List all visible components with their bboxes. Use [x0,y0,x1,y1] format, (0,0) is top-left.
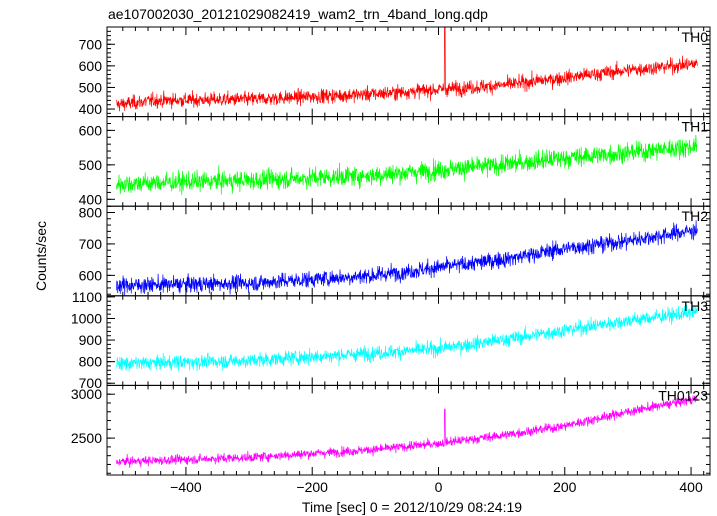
panel-frame [106,295,711,386]
band-label-th2: TH2 [682,208,709,224]
band-label-th1: TH1 [682,119,709,135]
series-line-th1 [116,134,698,196]
y-tick-label: 800 [79,354,103,370]
panel-th3: 700 800 900 1000 1100 TH3 [71,289,711,391]
band-label-th0123: TH0123 [658,387,708,403]
panel-th2: 600 700 800 TH2 [79,204,711,297]
x-tick-label: 0 [435,479,443,495]
y-tick-label: 600 [79,267,103,283]
y-tick-label: 800 [79,204,103,220]
y-tick-label: 600 [79,58,103,74]
y-axis-label: Counts/sec [33,221,49,291]
y-tick-label: 400 [79,101,103,117]
y-tick-label: 500 [79,79,103,95]
panel-th0123: 2500 3000 TH0123 [71,384,711,476]
panel-frame [106,384,711,476]
band-label-th0: TH0 [682,29,709,45]
panel-frame [106,205,711,297]
y-tick-label: 600 [79,122,103,138]
x-tick-label: −400 [170,479,202,495]
panels-group: 400 500 600 700 TH0 400 500 600 TH1 600 700 800 TH2 7… [71,26,711,495]
panel-th0: 400 500 600 700 TH0 [79,26,711,118]
y-tick-label: 1100 [72,289,102,305]
x-axis-label: Time [sec] 0 = 2012/10/29 08:24:19 [302,499,522,515]
series-line-th0123 [116,395,698,468]
panel-frame [106,116,711,207]
y-tick-label: 2500 [71,430,102,446]
y-tick-label: 400 [79,191,103,207]
series-line-th3 [116,304,698,372]
y-tick-label: 1000 [71,310,102,326]
y-tick-label: 700 [79,375,103,391]
y-tick-label: 700 [79,36,103,52]
series-line-th0 [116,27,698,112]
x-tick-label: −200 [296,479,328,495]
y-tick-label: 3000 [71,386,102,402]
y-tick-label: 500 [79,157,103,173]
y-tick-label: 700 [79,236,103,252]
band-label-th3: TH3 [682,298,709,314]
panel-th1: 400 500 600 TH1 [79,116,711,207]
series-line-th2 [116,220,698,296]
x-tick-label: 400 [679,479,703,495]
chart-title: ae107002030_20121029082419_wam2_trn_4ban… [108,6,488,22]
x-tick-label: 200 [553,479,577,495]
y-tick-label: 900 [79,332,103,348]
